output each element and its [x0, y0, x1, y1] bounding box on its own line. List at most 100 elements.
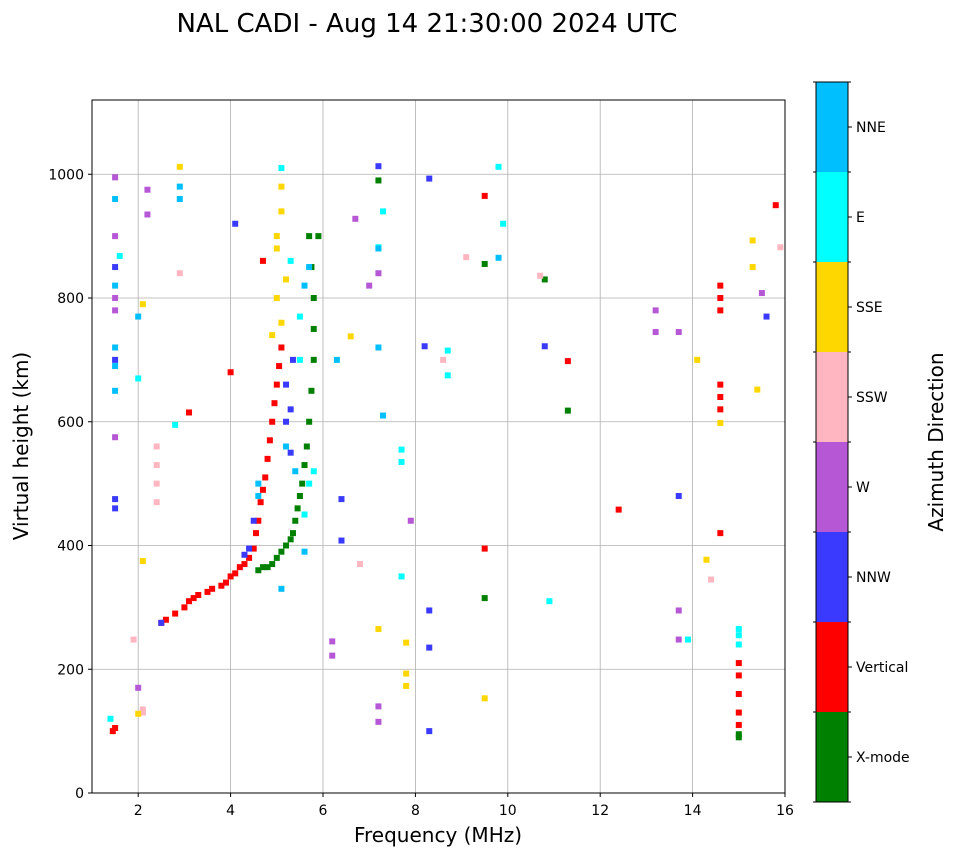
colorbar-segment — [816, 262, 848, 352]
data-point-sse — [278, 319, 285, 326]
data-point-vertical — [481, 192, 488, 199]
data-point-e — [684, 636, 691, 643]
data-point-e — [380, 208, 387, 215]
data-point-x-mode — [481, 260, 488, 267]
colorbar-tick-label: NNW — [856, 570, 891, 586]
data-point-nne — [375, 245, 382, 252]
data-point-x-mode — [310, 295, 317, 301]
data-point-vertical — [246, 554, 253, 561]
data-point-vertical — [717, 406, 724, 413]
data-point-e — [287, 257, 294, 264]
data-point-x-mode — [303, 443, 310, 450]
data-point-x-mode — [315, 233, 322, 240]
data-point-w — [144, 186, 151, 193]
data-point-w — [112, 434, 119, 441]
data-point-nne — [255, 480, 262, 487]
colorbar: X-mode Vertical NNW W SSW SSE E NNE — [813, 81, 910, 803]
data-point-vertical — [276, 363, 283, 370]
data-point-x-mode — [481, 595, 488, 602]
data-point-w — [112, 233, 119, 240]
y-axis-label: Virtual height (km) — [9, 352, 33, 541]
data-point-vertical — [278, 344, 285, 351]
data-point-nnw — [426, 728, 433, 735]
data-point-nne — [301, 282, 308, 289]
data-point-x-mode — [294, 505, 301, 512]
data-point-ssw — [176, 270, 183, 277]
data-point-x-mode — [306, 418, 313, 425]
data-point-sse — [139, 301, 146, 308]
data-point-nnw — [158, 619, 165, 626]
colorbar-segment — [816, 712, 848, 802]
y-tick-label: 800 — [57, 291, 84, 307]
data-point-nnw — [421, 343, 428, 350]
data-point-sse — [749, 237, 756, 244]
data-point-nne — [380, 412, 387, 419]
data-point-x-mode — [308, 387, 315, 394]
data-point-vertical — [271, 400, 278, 407]
data-point-ssw — [777, 244, 784, 251]
data-point-nnw — [283, 418, 290, 425]
data-point-nnw — [232, 220, 239, 227]
data-point-ssw — [153, 499, 160, 506]
data-point-vertical — [209, 585, 216, 592]
x-tick-label: 6 — [319, 803, 328, 819]
data-point-ssw — [139, 706, 146, 713]
data-point-e — [500, 220, 507, 227]
data-point-nnw — [112, 496, 119, 503]
data-point-vertical — [262, 474, 269, 481]
data-point-sse — [403, 670, 410, 677]
data-point-nne — [112, 282, 119, 289]
data-point-w — [112, 174, 119, 181]
data-point-ssw — [130, 636, 137, 643]
y-tick-label: 1000 — [48, 167, 84, 183]
data-point-vertical — [735, 721, 742, 728]
data-point-vertical — [162, 616, 169, 623]
data-point-nnw — [541, 343, 548, 350]
data-point-e — [495, 163, 502, 170]
data-point-vertical — [481, 545, 488, 552]
data-point-vertical — [259, 486, 266, 493]
data-point-nne — [112, 387, 119, 394]
data-point-vertical — [717, 295, 724, 301]
data-point-w — [375, 703, 382, 710]
x-axis-ticks: 2 4 6 8 10 12 14 16 — [134, 793, 794, 819]
y-tick-label: 600 — [57, 415, 84, 431]
data-point-sse — [403, 682, 410, 689]
data-point-sse — [717, 419, 724, 426]
data-point-ssw — [153, 443, 160, 450]
data-point-nnw — [375, 163, 382, 170]
data-point-vertical — [250, 545, 257, 552]
data-point-e — [278, 165, 285, 172]
data-point-e — [296, 356, 303, 363]
colorbar-segment — [816, 532, 848, 622]
data-point-nnw — [287, 449, 294, 456]
data-point-x-mode — [278, 548, 285, 555]
data-point-w — [112, 307, 119, 314]
data-point-vertical — [112, 725, 119, 732]
grid-lines — [92, 100, 786, 794]
data-point-nne — [283, 443, 290, 450]
data-point-sse — [375, 626, 382, 633]
data-point-nnw — [241, 551, 248, 558]
data-point-e — [735, 641, 742, 648]
data-point-nne — [306, 264, 313, 271]
data-point-x-mode — [301, 462, 308, 469]
data-point-w — [112, 295, 119, 301]
data-point-x-mode — [292, 517, 299, 524]
data-point-vertical — [257, 499, 264, 506]
data-point-x-mode — [375, 177, 382, 184]
data-point-vertical — [222, 579, 229, 586]
data-point-x-mode — [735, 734, 742, 741]
colorbar-tick-label: Vertical — [856, 660, 908, 676]
data-point-vertical — [273, 381, 280, 388]
data-point-vertical — [255, 517, 262, 524]
x-tick-label: 12 — [591, 803, 609, 819]
plot-frame — [91, 99, 786, 794]
data-point-sse — [694, 356, 701, 363]
colorbar-tick-label: SSE — [856, 300, 883, 316]
data-point-x-mode — [735, 731, 742, 738]
data-point-ssw — [356, 561, 363, 568]
data-point-w — [329, 638, 336, 645]
data-point-ssw — [708, 576, 715, 583]
colorbar-tick-label: W — [856, 480, 870, 496]
